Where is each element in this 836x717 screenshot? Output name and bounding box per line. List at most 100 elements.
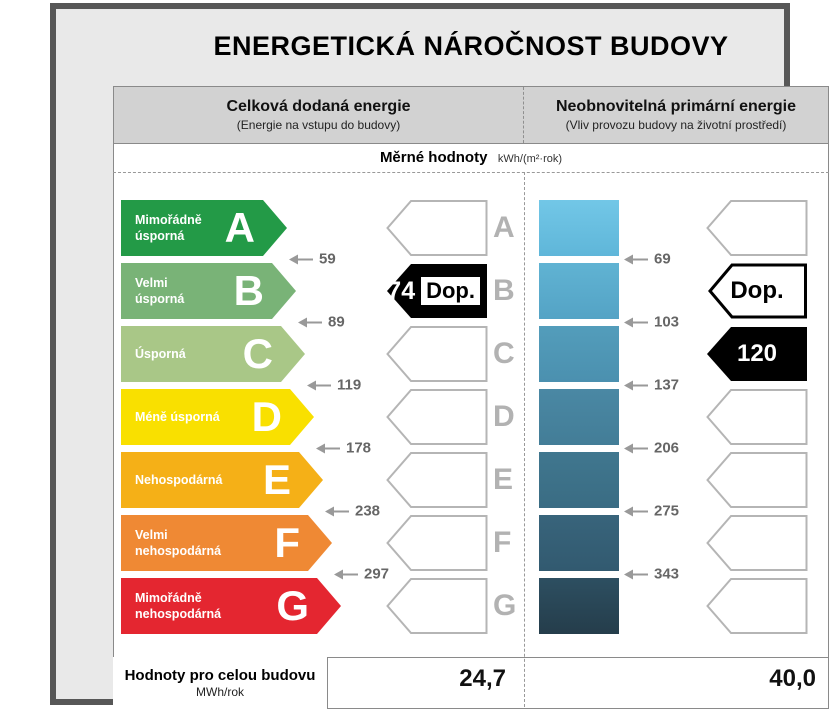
left-arrow-icon	[307, 380, 316, 390]
scale-letter: F	[493, 526, 512, 559]
left-arrow-icon	[289, 254, 298, 264]
threshold-value: 238	[355, 502, 381, 520]
class-letter: D	[251, 393, 282, 440]
class-arrow-e: Nehospodárná E	[121, 452, 323, 508]
class-label: Nehospodárná	[135, 472, 223, 487]
vertical-dashed-divider	[524, 172, 525, 707]
primary-value-arrow	[707, 327, 807, 381]
left-arrow-icon	[624, 506, 633, 516]
horizontal-dashed-divider	[113, 172, 829, 173]
column-header-delivered: Celková dodaná energie (Energie na vstup…	[114, 87, 524, 143]
building-values-unit: MWh/rok	[196, 685, 244, 699]
class-letter: E	[262, 456, 291, 503]
left-arrow-icon	[316, 443, 325, 453]
delivered-subtitle: (Energie na vstupu do budovy)	[236, 118, 401, 132]
threshold-marker: 119	[307, 377, 361, 394]
column-header-primary: Neobnovitelná primární energie (Vliv pro…	[524, 87, 828, 143]
primary-recommended-arrow	[708, 263, 807, 319]
delivered-total-value: 24,7	[459, 665, 506, 692]
scale-letter: A	[493, 211, 515, 244]
left-arrow-icon	[624, 317, 633, 327]
primary-title: Neobnovitelná primární energie	[555, 98, 797, 115]
recommended-badge: Dop.	[418, 274, 483, 308]
specific-values-label: Měrné hodnoty	[379, 149, 488, 166]
threshold-value: 297	[364, 565, 390, 583]
building-values-label: Hodnoty pro celou budovu	[124, 667, 316, 684]
class-label: Mimořádně úsporná	[135, 212, 202, 243]
scale-letter: D	[493, 400, 515, 433]
threshold-value: 119	[337, 376, 362, 394]
scale-arrow-outline	[386, 515, 488, 571]
left-arrow-icon	[325, 506, 334, 516]
delivered-value: 74	[387, 276, 416, 305]
primary-total-value: 40,0	[769, 665, 816, 692]
delivered-title: Celková dodaná energie	[226, 98, 411, 115]
scale-arrow-outline	[386, 200, 488, 256]
primary-scale-bar	[539, 263, 619, 319]
primary-scale-bar	[539, 389, 619, 445]
left-arrow-icon	[624, 380, 633, 390]
threshold-marker: 238	[325, 503, 380, 520]
building-values-box: Hodnoty pro celou budovu MWh/rok	[113, 657, 328, 709]
threshold-marker: 178	[316, 440, 371, 457]
class-label: Méně úsporná	[135, 409, 220, 424]
scale-arrow-outline	[706, 389, 808, 445]
class-arrow-g: Mimořádně nehospodárná G	[121, 578, 341, 634]
class-arrow-d: Méně úsporná D	[121, 389, 314, 445]
primary-recommended-indicator: Dop.	[706, 263, 808, 319]
threshold-marker: 275	[624, 503, 679, 520]
specific-values-caption: Měrné hodnoty kWh/(m²·rok)	[113, 149, 829, 167]
left-arrow-icon	[624, 569, 633, 579]
threshold-marker: 297	[334, 566, 389, 583]
class-label: Mimořádně nehospodárná	[135, 590, 222, 621]
class-label: Úsporná	[135, 346, 186, 361]
threshold-marker: 89	[298, 314, 345, 331]
specific-values-unit: kWh/(m²·rok)	[497, 153, 563, 165]
class-letter: C	[242, 330, 273, 377]
scale-arrow-outline	[706, 578, 808, 634]
primary-scale-bar	[539, 452, 619, 508]
scale-letter: G	[493, 589, 517, 622]
threshold-marker: 69	[624, 251, 671, 268]
class-arrow-f: Velmi nehospodárná F	[121, 515, 332, 571]
scale-arrow-outline	[706, 515, 808, 571]
primary-scale-bar	[539, 326, 619, 382]
class-label: Velmi nehospodárná	[135, 527, 222, 558]
threshold-value: 137	[654, 376, 680, 394]
threshold-marker: 59	[289, 251, 336, 268]
threshold-value: 89	[328, 313, 345, 331]
class-letter: A	[224, 204, 255, 251]
threshold-marker: 137	[624, 377, 679, 394]
left-arrow-icon	[334, 569, 343, 579]
threshold-value: 275	[654, 502, 680, 520]
primary-scale-bar	[539, 578, 619, 634]
scale-arrow-outline	[386, 389, 488, 445]
certificate-frame: ENERGETICKÁ NÁROČNOST BUDOVY Celková dod…	[50, 3, 829, 709]
class-label: Velmi úsporná	[135, 275, 185, 306]
primary-scale-bar	[539, 515, 619, 571]
delivered-indicator: 74 Dop.	[386, 263, 488, 319]
threshold-value: 103	[654, 313, 680, 331]
scale-letter: C	[493, 337, 515, 370]
scale-arrow-outline	[386, 326, 488, 382]
recommended-label: Dop.	[730, 277, 784, 304]
threshold-marker: 206	[624, 440, 679, 457]
primary-scale-bar	[539, 200, 619, 256]
scale-arrow-outline	[386, 578, 488, 634]
threshold-marker: 343	[624, 566, 679, 583]
scale-arrow-outline	[706, 452, 808, 508]
class-arrow-a: Mimořádně úsporná A	[121, 200, 287, 256]
primary-value: 120	[736, 340, 778, 367]
certificate-title: ENERGETICKÁ NÁROČNOST BUDOVY	[213, 31, 729, 61]
threshold-value: 343	[654, 565, 680, 583]
left-arrow-icon	[624, 254, 633, 264]
class-letter: F	[274, 519, 300, 566]
footer-divider	[113, 657, 829, 658]
class-arrow-b: Velmi úsporná B	[121, 263, 296, 319]
column-headers: Celková dodaná energie (Energie na vstup…	[113, 86, 829, 144]
left-arrow-icon	[624, 443, 633, 453]
scale-letter: E	[493, 463, 514, 496]
threshold-value: 206	[654, 439, 680, 457]
threshold-value: 69	[654, 250, 671, 268]
